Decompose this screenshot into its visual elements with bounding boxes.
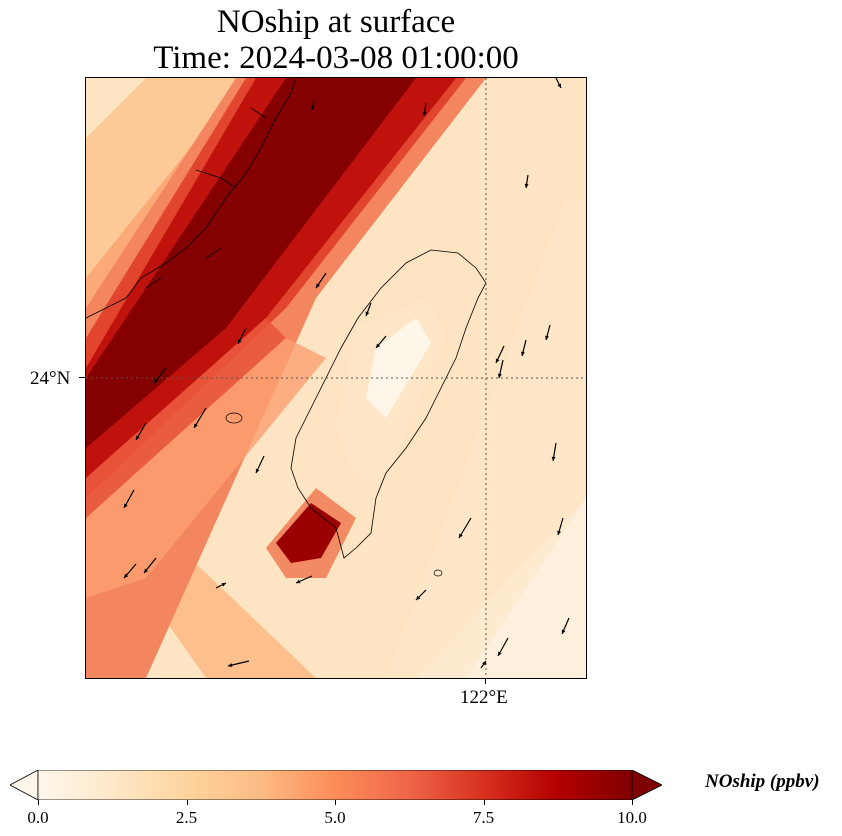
wind-arrow-head bbox=[376, 343, 381, 348]
taiwan-coastline bbox=[290, 249, 487, 559]
ship-band-darkest bbox=[86, 78, 416, 448]
wind-arrow-head bbox=[221, 583, 226, 587]
wind-arrow-head bbox=[521, 351, 525, 356]
wind-arrow-head bbox=[255, 468, 260, 473]
colorbar-tick bbox=[335, 800, 336, 805]
colorbar-tick bbox=[483, 800, 485, 805]
band-trailing-orange bbox=[86, 338, 326, 598]
taiwan-lowest-core bbox=[366, 318, 431, 418]
colorbar-tick-label: 5.0 bbox=[324, 808, 346, 827]
wind-arrow-head bbox=[557, 530, 562, 535]
small-island bbox=[225, 412, 243, 424]
colorbar-tick-label: 10.0 bbox=[617, 808, 647, 827]
ship-band-core-red bbox=[86, 78, 456, 478]
small-island-east bbox=[433, 569, 443, 577]
map-title: NOship at surface Time: 2024-03-08 01:00… bbox=[86, 4, 586, 76]
wind-arrow-head bbox=[228, 663, 233, 668]
colorbar-extend-low bbox=[10, 770, 39, 800]
colorbar-bar bbox=[37, 770, 633, 800]
lon-tick bbox=[485, 678, 486, 684]
wind-arrow-head bbox=[316, 283, 320, 288]
wind-arrow-head bbox=[422, 111, 427, 116]
wind-arrow-head bbox=[497, 373, 502, 378]
latitude-label: 24°N bbox=[30, 368, 71, 389]
wind-arrow-head bbox=[124, 503, 128, 508]
title-line-1: NOship at surface bbox=[216, 4, 456, 40]
wind-arrow-head bbox=[495, 358, 500, 363]
china-coastline bbox=[86, 78, 297, 319]
hotspot-core bbox=[276, 503, 341, 563]
wind-arrow-head bbox=[144, 568, 149, 573]
colorbar-tick bbox=[186, 800, 188, 805]
wind-arrow-head bbox=[124, 573, 129, 578]
concentration-map bbox=[86, 78, 586, 678]
wind-arrow-head bbox=[238, 339, 242, 344]
colorbar-tick-label: 2.5 bbox=[175, 808, 198, 827]
wind-arrow-head bbox=[154, 378, 159, 383]
lat-tick bbox=[79, 377, 85, 378]
colorbar-tick-label: 0.0 bbox=[27, 808, 49, 827]
colorbar-tick bbox=[38, 800, 39, 805]
wind-arrow-head bbox=[310, 105, 315, 110]
wind-arrow-head bbox=[296, 579, 301, 584]
wind-vectors bbox=[123, 78, 570, 669]
colorbar-tick bbox=[632, 800, 633, 805]
colorbar bbox=[10, 770, 662, 800]
wind-arrow-head bbox=[498, 651, 502, 656]
colorbar-tick-label: 7.5 bbox=[472, 808, 495, 827]
wind-arrow-head bbox=[459, 533, 463, 538]
wind-arrow-head bbox=[561, 629, 566, 634]
title-line-2: Time: 2024-03-08 01:00:00 bbox=[153, 40, 519, 76]
ship-band-edge-south bbox=[86, 318, 286, 518]
wind-arrow-head bbox=[416, 595, 421, 600]
wind-arrow-head bbox=[557, 83, 561, 88]
colorbar-label: NOship (ppbv) bbox=[705, 771, 820, 792]
wind-arrow-head bbox=[136, 435, 140, 440]
wind-arrow-head bbox=[545, 335, 549, 340]
wind-arrow-head bbox=[482, 661, 486, 666]
wind-arrow-head bbox=[194, 423, 198, 428]
longitude-label: 122°E bbox=[460, 687, 508, 708]
wind-arrow-head bbox=[524, 183, 529, 188]
wind-arrow-head bbox=[551, 456, 556, 461]
china-coastline-islands bbox=[145, 107, 267, 289]
colorbar-extend-high bbox=[631, 770, 662, 800]
wind-arrow-head bbox=[365, 311, 370, 316]
